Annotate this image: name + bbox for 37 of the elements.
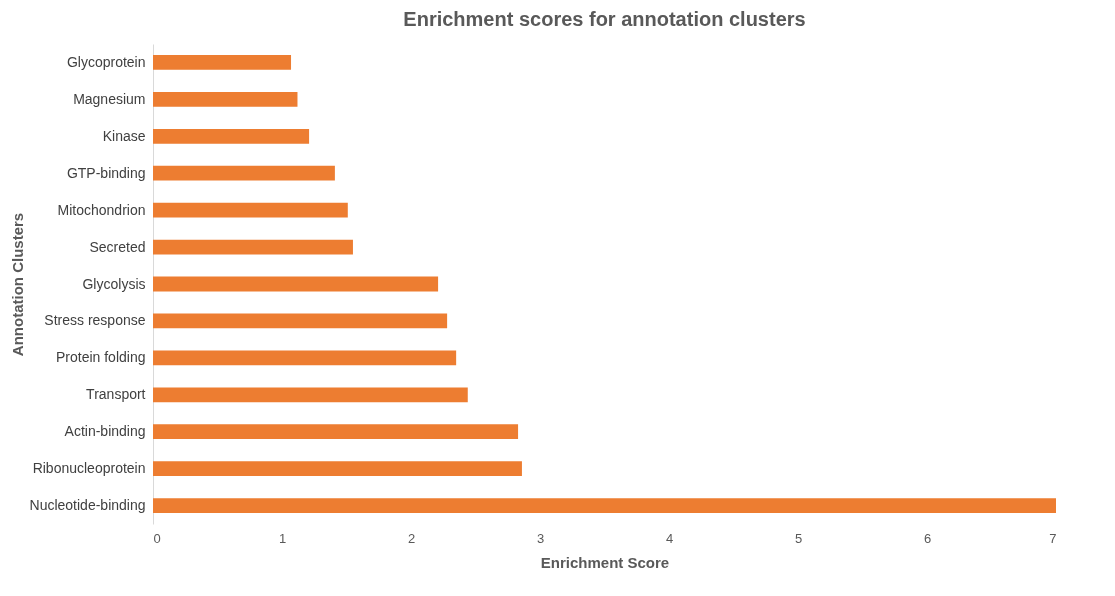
bar xyxy=(153,350,457,366)
bar xyxy=(153,92,298,107)
y-tick-label: Mitochondrion xyxy=(57,201,146,218)
x-tick-label: 2 xyxy=(407,530,416,546)
bar xyxy=(153,498,1056,513)
bar xyxy=(153,239,353,255)
chart-title: Enrichment scores for annotation clusters xyxy=(403,8,806,30)
bar xyxy=(153,313,448,329)
bar xyxy=(153,55,292,70)
x-tick-label: 4 xyxy=(665,530,674,546)
y-tick-label: Kinase xyxy=(102,127,146,144)
bar xyxy=(153,202,348,218)
y-tick-label: Ribonucleoprotein xyxy=(32,460,146,477)
y-tick-label: Glycoprotein xyxy=(66,53,146,70)
x-tick-label: 3 xyxy=(536,530,545,546)
x-tick-label: 6 xyxy=(923,530,932,546)
y-tick-label: GTP-binding xyxy=(66,164,146,181)
y-tick-label: Nucleotide-binding xyxy=(29,497,146,514)
x-tick-label: 0 xyxy=(153,530,161,546)
x-tick-label: 1 xyxy=(278,530,287,546)
bar xyxy=(153,276,439,292)
x-axis-title: Enrichment Score xyxy=(540,553,670,571)
bar xyxy=(153,165,335,181)
y-tick-label: Stress response xyxy=(44,312,146,329)
x-tick-label: 7 xyxy=(1049,530,1057,546)
bar xyxy=(153,461,522,476)
y-tick-label: Actin-binding xyxy=(64,423,146,440)
bar xyxy=(153,387,468,403)
y-tick-label: Protein folding xyxy=(55,349,146,366)
y-tick-label: Secreted xyxy=(89,238,146,255)
x-tick-label: 5 xyxy=(794,530,803,546)
bar xyxy=(153,424,519,440)
y-tick-label: Glycolysis xyxy=(82,275,146,292)
y-tick-label: Magnesium xyxy=(73,90,146,107)
y-axis-title: Annotation Clusters xyxy=(8,212,26,357)
bar xyxy=(153,128,310,144)
y-tick-label: Transport xyxy=(86,386,146,403)
